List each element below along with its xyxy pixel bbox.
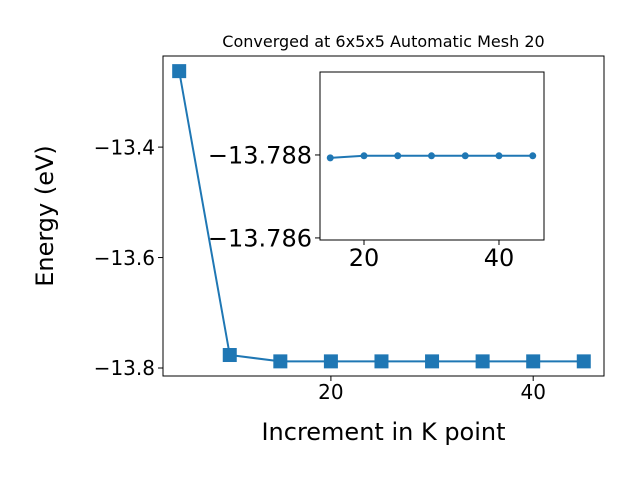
x-axis-label: Increment in K point [261,418,505,446]
axes-frame [162,55,605,377]
y-tick-label: −13.786 [208,225,312,253]
marker [576,354,591,369]
marker [461,152,469,160]
marker [222,348,237,363]
chart-title: Converged at 6x5x5 Automatic Mesh 20 [222,32,544,51]
marker [427,152,435,160]
x-tick-label: 20 [349,244,380,272]
marker [529,152,537,160]
marker [526,354,541,369]
y-tick-label: −13.788 [208,142,312,170]
marker [323,354,338,369]
y-tick-label: −13.8 [94,356,155,380]
marker [374,354,389,369]
x-tick-label: 40 [520,380,545,404]
marker [172,64,187,79]
x-tick-label: 20 [318,380,343,404]
marker [495,152,503,160]
y-tick-label: −13.6 [94,246,155,270]
marker [475,354,490,369]
marker [425,354,440,369]
marker [326,154,334,162]
x-tick-label: 40 [484,244,515,272]
y-tick-label: −13.4 [94,135,155,159]
marker [394,152,402,160]
y-axis-label: Energy (eV) [31,145,59,287]
marker [273,354,288,369]
marker [360,152,368,160]
axes-frame [319,71,545,241]
